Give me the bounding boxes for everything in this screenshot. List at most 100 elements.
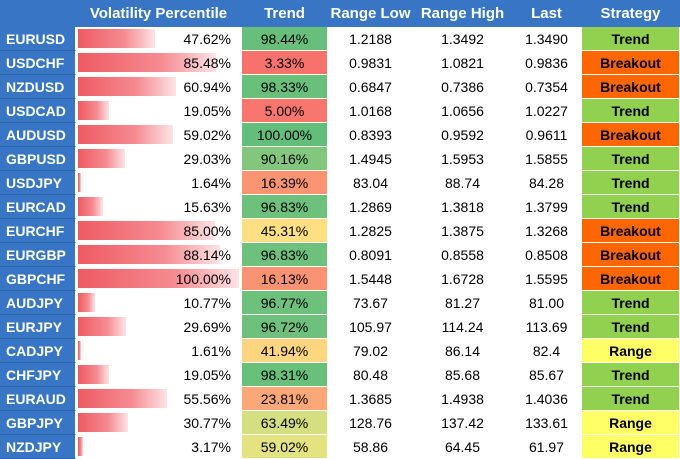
range-high-cell: 0.8558 xyxy=(414,243,512,267)
volatility-cell: 19.05% xyxy=(76,99,242,123)
strategy-cell: Trend xyxy=(582,291,680,315)
trend-cell: 59.02% xyxy=(242,435,328,459)
volatility-bar xyxy=(78,365,109,384)
range-high-cell: 1.5953 xyxy=(414,147,512,171)
volatility-value: 15.63% xyxy=(183,198,231,215)
volatility-cell: 88.14% xyxy=(76,243,242,267)
range-high-cell: 1.3818 xyxy=(414,195,512,219)
strategy-cell: Breakout xyxy=(582,219,680,243)
pair-cell: AUDJPY xyxy=(0,291,76,315)
last-cell: 1.3490 xyxy=(512,27,582,51)
volatility-value: 55.56% xyxy=(183,390,231,407)
last-cell: 82.4 xyxy=(512,339,582,363)
trend-cell: 90.16% xyxy=(242,147,328,171)
range-low-cell: 0.8393 xyxy=(328,123,414,147)
pair-cell: USDCHF xyxy=(0,51,76,75)
volatility-bar xyxy=(78,389,168,408)
range-high-cell: 1.0821 xyxy=(414,51,512,75)
volatility-value: 85.00% xyxy=(183,222,231,239)
header-pair xyxy=(0,0,76,27)
volatility-bar xyxy=(78,125,174,144)
volatility-value: 1.61% xyxy=(191,342,231,359)
strategy-cell: Breakout xyxy=(582,243,680,267)
range-low-cell: 1.3685 xyxy=(328,387,414,411)
strategy-cell: Trend xyxy=(582,27,680,51)
pair-cell: NZDUSD xyxy=(0,75,76,99)
volatility-bar xyxy=(78,173,81,192)
trend-cell: 98.44% xyxy=(242,27,328,51)
trend-cell: 96.83% xyxy=(242,243,328,267)
volatility-cell: 1.61% xyxy=(76,339,242,363)
range-high-cell: 1.4938 xyxy=(414,387,512,411)
volatility-bar xyxy=(78,437,84,456)
volatility-bar xyxy=(78,269,239,288)
volatility-value: 19.05% xyxy=(183,102,231,119)
last-cell: 0.9836 xyxy=(512,51,582,75)
last-cell: 1.3799 xyxy=(512,195,582,219)
volatility-bar xyxy=(78,245,220,264)
strategy-cell: Trend xyxy=(582,195,680,219)
strategy-cell: Range xyxy=(582,339,680,363)
table-row: CHFJPY 19.05% 98.31% 80.48 85.68 85.67 Trend xyxy=(0,363,680,387)
last-cell: 1.5855 xyxy=(512,147,582,171)
table-row: USDCAD 19.05% 5.00% 1.0168 1.0656 1.0227 Trend xyxy=(0,99,680,123)
volatility-value: 19.05% xyxy=(183,366,231,383)
volatility-bar xyxy=(78,29,155,48)
table-row: CADJPY 1.61% 41.94% 79.02 86.14 82.4 Range xyxy=(0,339,680,363)
volatility-cell: 15.63% xyxy=(76,195,242,219)
strategy-cell: Breakout xyxy=(582,51,680,75)
range-high-cell: 0.7386 xyxy=(414,75,512,99)
volatility-bar xyxy=(78,101,109,120)
trend-cell: 23.81% xyxy=(242,387,328,411)
table-row: GBPCHF 100.00% 16.13% 1.5448 1.6728 1.5595 Bre… xyxy=(0,267,680,291)
table-row: NZDUSD 60.94% 98.33% 0.6847 0.7386 0.7354 Brea… xyxy=(0,75,680,99)
last-cell: 85.67 xyxy=(512,363,582,387)
range-low-cell: 58.86 xyxy=(328,435,414,459)
trend-cell: 96.83% xyxy=(242,195,328,219)
table-row: EURCHF 85.00% 45.31% 1.2825 1.3875 1.3268 Brea… xyxy=(0,219,680,243)
range-low-cell: 128.76 xyxy=(328,411,414,435)
volatility-cell: 60.94% xyxy=(76,75,242,99)
table-row: EURCAD 15.63% 96.83% 1.2869 1.3818 1.3799 Tren… xyxy=(0,195,680,219)
last-cell: 1.3268 xyxy=(512,219,582,243)
strategy-cell: Trend xyxy=(582,363,680,387)
range-low-cell: 1.2825 xyxy=(328,219,414,243)
table-row: AUDJPY 10.77% 96.77% 73.67 81.27 81.00 Trend xyxy=(0,291,680,315)
strategy-cell: Trend xyxy=(582,315,680,339)
strategy-cell: Trend xyxy=(582,147,680,171)
volatility-cell: 1.64% xyxy=(76,171,242,195)
trend-cell: 16.39% xyxy=(242,171,328,195)
volatility-bar xyxy=(78,293,96,312)
range-low-cell: 1.2869 xyxy=(328,195,414,219)
header-range-high: Range High xyxy=(414,0,512,27)
header-strategy: Strategy xyxy=(582,0,680,27)
table-row: EURJPY 29.69% 96.72% 105.97 114.24 113.69 Tren… xyxy=(0,315,680,339)
range-high-cell: 137.42 xyxy=(414,411,512,435)
volatility-value: 100.00% xyxy=(175,270,231,287)
table-row: EURGBP 88.14% 96.83% 0.8091 0.8558 0.8508 Brea… xyxy=(0,243,680,267)
pair-cell: GBPCHF xyxy=(0,267,76,291)
last-cell: 1.5595 xyxy=(512,267,582,291)
range-low-cell: 79.02 xyxy=(328,339,414,363)
header-last: Last xyxy=(512,0,582,27)
range-high-cell: 64.45 xyxy=(414,435,512,459)
volatility-bar xyxy=(78,317,126,336)
volatility-value: 29.69% xyxy=(183,318,231,335)
trend-cell: 16.13% xyxy=(242,267,328,291)
volatility-cell: 30.77% xyxy=(76,411,242,435)
header-row: Volatility Percentile Trend Range Low Ra… xyxy=(0,0,680,27)
last-cell: 84.28 xyxy=(512,171,582,195)
pair-cell: EURUSD xyxy=(0,27,76,51)
trend-cell: 5.00% xyxy=(242,99,328,123)
header-trend: Trend xyxy=(242,0,328,27)
volatility-cell: 3.17% xyxy=(76,435,242,459)
range-high-cell: 1.0656 xyxy=(414,99,512,123)
range-low-cell: 0.8091 xyxy=(328,243,414,267)
volatility-value: 59.02% xyxy=(183,126,231,143)
range-low-cell: 1.4945 xyxy=(328,147,414,171)
volatility-value: 85.48% xyxy=(183,54,231,71)
range-high-cell: 81.27 xyxy=(414,291,512,315)
trend-cell: 96.72% xyxy=(242,315,328,339)
volatility-bar xyxy=(78,413,128,432)
pair-cell: EURAUD xyxy=(0,387,76,411)
